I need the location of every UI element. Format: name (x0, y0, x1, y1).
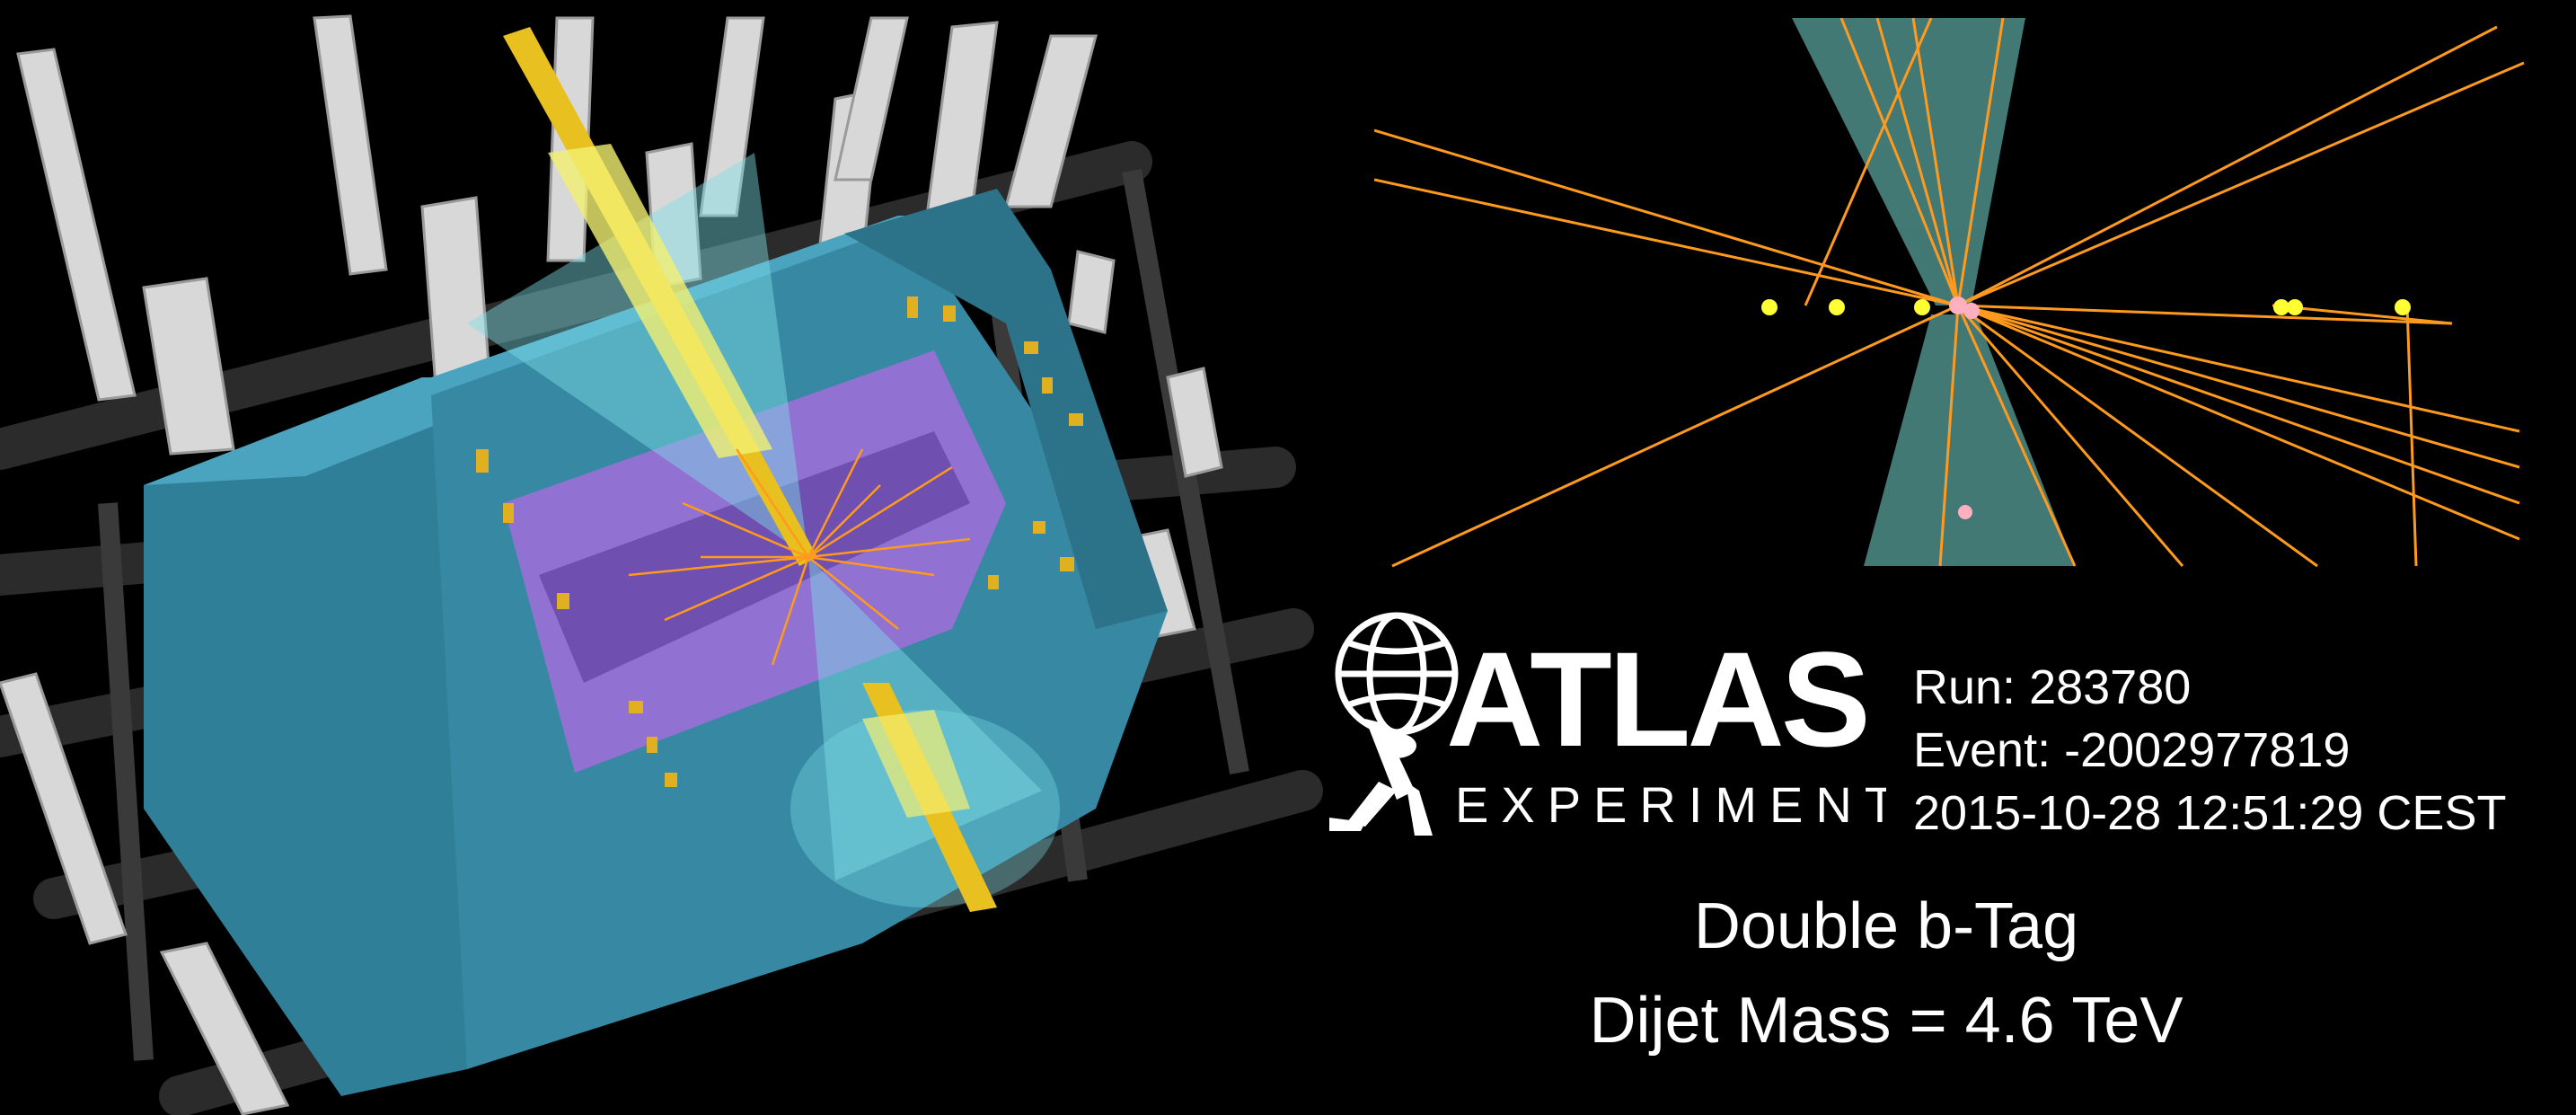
caption-mass: Dijet Mass = 4.6 TeV (1589, 985, 2183, 1057)
secondary-vertices (1761, 299, 2411, 315)
event-info: Run: 283780 Event: -2002977819 2015-10-2… (1913, 656, 2506, 845)
support-pillars (0, 14, 1223, 1115)
caption-tag: Double b-Tag (1693, 890, 2079, 962)
primary-vertices (1949, 296, 1980, 519)
logo-sub: EXPERIMENT (1455, 776, 1886, 833)
logo-name: ATLAS (1446, 624, 1867, 774)
tracks (1374, 18, 2525, 568)
calorimeter-energy-deposits (476, 296, 1083, 787)
atlas-logo: ATLAS EXPERIMENT (1329, 612, 1886, 836)
atlas-figure-icon (1329, 719, 1433, 836)
event-datetime: 2015-10-28 12:51:29 CEST (1913, 786, 2507, 840)
particle-tracks (628, 448, 971, 666)
globe-icon (1335, 612, 1459, 736)
vertex-zoom-view (1374, 18, 2525, 568)
event-number: Event: -2002977819 (1913, 723, 2351, 777)
jet-cones (1792, 18, 2075, 566)
run-number: Run: 283780 (1913, 660, 2192, 714)
jet-energy-towers (503, 27, 997, 912)
detector-event-display (0, 14, 1323, 1115)
